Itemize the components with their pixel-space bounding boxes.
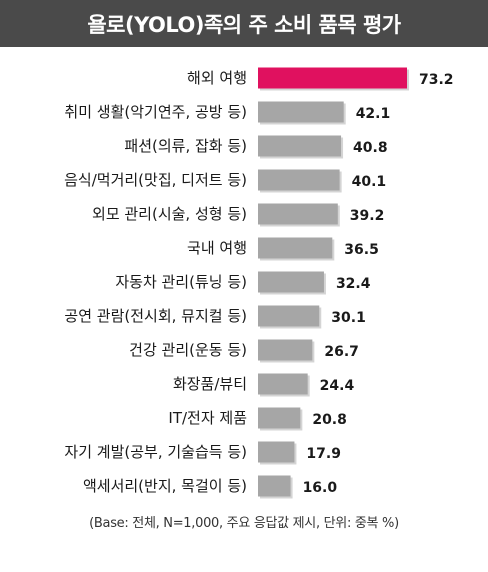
bar bbox=[258, 305, 320, 327]
category-label: 액세서리(반지, 목걸이 등) bbox=[83, 477, 247, 495]
value-label: 32.4 bbox=[336, 276, 371, 292]
category-label: 국내 여행 bbox=[187, 239, 247, 257]
category-label: 외모 관리(시술, 성형 등) bbox=[92, 205, 247, 223]
category-label: 패션(의류, 잡화 등) bbox=[124, 137, 247, 155]
chart-title: 욜로(YOLO)족의 주 소비 품목 평가 bbox=[0, 0, 488, 47]
chart-footnote: (Base: 전체, N=1,000, 주요 응답값 제시, 단위: 중복 %) bbox=[89, 516, 399, 531]
bar bbox=[258, 407, 301, 429]
value-label: 17.9 bbox=[306, 446, 341, 462]
value-label: 73.2 bbox=[419, 72, 454, 88]
bar bbox=[258, 237, 333, 259]
value-label: 42.1 bbox=[356, 106, 391, 122]
bar-chart: 해외 여행 73.2 취미 생활(악기연주, 공방 등) 42.1 패션(의류, 잡화 … bbox=[64, 67, 454, 499]
category-label: 공연 관람(전시회, 뮤지컬 등) bbox=[64, 307, 247, 325]
value-label: 39.2 bbox=[350, 208, 385, 224]
bar bbox=[258, 67, 407, 89]
bar bbox=[258, 441, 295, 463]
value-label: 16.0 bbox=[303, 480, 338, 496]
category-label: 자동차 관리(튜닝 등) bbox=[115, 273, 247, 291]
value-label: 36.5 bbox=[344, 242, 379, 258]
category-label: 음식/먹거리(맛집, 디저트 등) bbox=[64, 171, 247, 189]
value-label: 30.1 bbox=[331, 310, 366, 326]
value-label: 26.7 bbox=[324, 344, 359, 360]
bar bbox=[258, 339, 313, 361]
value-label: 40.8 bbox=[353, 140, 388, 156]
category-label: 화장품/뷰티 bbox=[173, 375, 247, 393]
category-label: 해외 여행 bbox=[187, 69, 247, 87]
value-label: 24.4 bbox=[320, 378, 355, 394]
value-label: 40.1 bbox=[352, 174, 387, 190]
value-label: 20.8 bbox=[312, 412, 347, 428]
bar bbox=[258, 271, 324, 293]
bar bbox=[258, 101, 344, 123]
bar bbox=[258, 169, 340, 191]
bar bbox=[258, 475, 291, 497]
bar bbox=[258, 373, 308, 395]
bar bbox=[258, 203, 338, 225]
category-label: 건강 관리(운동 등) bbox=[129, 341, 247, 359]
bar bbox=[258, 135, 342, 157]
category-label: IT/전자 제품 bbox=[168, 409, 247, 427]
category-label: 자기 계발(공부, 기술습득 등) bbox=[64, 443, 247, 461]
category-label: 취미 생활(악기연주, 공방 등) bbox=[64, 103, 247, 121]
